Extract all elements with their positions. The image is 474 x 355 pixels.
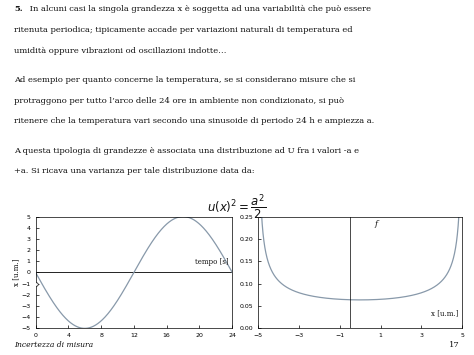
Text: umidità oppure vibrazioni od oscillazioni indotte…: umidità oppure vibrazioni od oscillazion… xyxy=(14,47,227,55)
Y-axis label: x [u.m.]: x [u.m.] xyxy=(12,259,20,286)
Text: $u(x)^2 = \dfrac{a^2}{2}$: $u(x)^2 = \dfrac{a^2}{2}$ xyxy=(208,192,266,222)
Text: Incertezza di misura: Incertezza di misura xyxy=(14,340,93,349)
Text: protraggono per tutto l’arco delle 24 ore in ambiente non condizionato, si può: protraggono per tutto l’arco delle 24 or… xyxy=(14,97,344,105)
Text: 17: 17 xyxy=(449,340,460,349)
Text: A questa tipologia di grandezze è associata una distribuzione ad U fra i valori : A questa tipologia di grandezze è associ… xyxy=(14,147,359,155)
Text: Ad esempio per quanto concerne la temperatura, se si considerano misure che si: Ad esempio per quanto concerne la temper… xyxy=(14,76,356,84)
Text: x [u.m.]: x [u.m.] xyxy=(430,309,458,317)
Text: ritenere che la temperatura vari secondo una sinusoide di periodo 24 h e ampiezz: ritenere che la temperatura vari secondo… xyxy=(14,117,374,125)
Text: 5.: 5. xyxy=(14,5,23,13)
Text: f: f xyxy=(374,220,378,228)
Text: tempo [s]: tempo [s] xyxy=(195,258,228,266)
Text: ritenuta periodica; tipicamente accade per variazioni naturali di temperatura ed: ritenuta periodica; tipicamente accade p… xyxy=(14,26,353,34)
Text: +a. Si ricava una varianza per tale distribuzione data da:: +a. Si ricava una varianza per tale dist… xyxy=(14,167,255,175)
Text: In alcuni casi la singola grandezza x è soggetta ad una variabilità che può esse: In alcuni casi la singola grandezza x è … xyxy=(27,5,371,13)
